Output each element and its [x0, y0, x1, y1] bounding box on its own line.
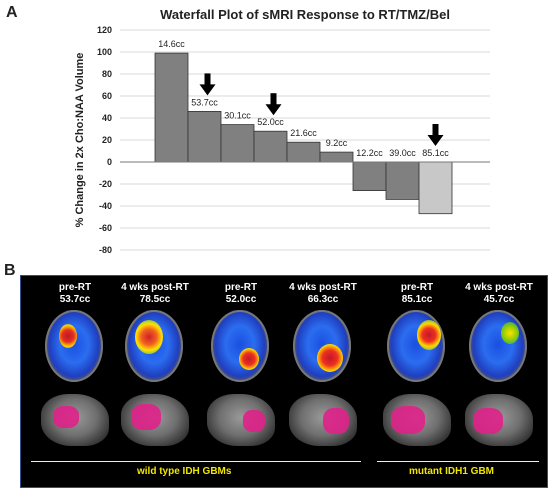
scan-3: pre-RT 52.0cc	[201, 276, 281, 489]
scan-6: 4 wks post-RT 45.7cc	[459, 276, 539, 489]
bar	[286, 141, 321, 163]
scan-2-label: 4 wks post-RT	[121, 282, 189, 293]
y-axis-label: % Change in 2x Cho:NAA Volume	[74, 53, 86, 228]
bar-label: 39.0cc	[389, 148, 416, 158]
sagittal-mri-image	[121, 394, 189, 446]
bar	[385, 161, 420, 200]
bar-label: 85.1cc	[422, 148, 449, 158]
scan-4-label: 4 wks post-RT	[289, 282, 357, 293]
scan-3-volume: 52.0cc	[225, 294, 257, 305]
down-arrow-icon	[199, 73, 216, 96]
sagittal-mri-image	[465, 394, 533, 446]
y-tick-label: 60	[102, 91, 112, 101]
wild-type-divider	[31, 461, 361, 462]
scan-2-volume: 78.5cc	[139, 294, 171, 305]
bar-label: 53.7cc	[191, 97, 218, 107]
sagittal-mri-image	[383, 394, 451, 446]
scan-4: 4 wks post-RT 66.3cc	[283, 276, 363, 489]
axial-mri-image	[45, 310, 103, 382]
scan-2: 4 wks post-RT 78.5cc	[115, 276, 195, 489]
y-tick-label: -80	[99, 245, 112, 255]
scan-4-volume: 66.3cc	[307, 294, 339, 305]
bar	[319, 151, 354, 163]
y-tick-label: 100	[97, 47, 112, 57]
bar-label: 30.1cc	[224, 111, 251, 121]
wild-type-label: wild type IDH GBMs	[137, 466, 232, 477]
bar	[418, 161, 453, 215]
down-arrow-icon	[427, 124, 444, 146]
y-tick-label: -60	[99, 223, 112, 233]
axial-mri-image	[469, 310, 527, 382]
y-tick-label: 40	[102, 113, 112, 123]
bar-label: 52.0cc	[257, 117, 284, 127]
sagittal-mri-image	[289, 394, 357, 446]
sagittal-mri-image	[207, 394, 275, 446]
scan-5-volume: 85.1cc	[401, 294, 433, 305]
bar-label: 21.6cc	[290, 128, 317, 138]
waterfall-chart: Waterfall Plot of sMRI Response to RT/TM…	[74, 7, 490, 255]
scan-3-label: pre-RT	[224, 282, 258, 293]
y-tick-label: 0	[107, 157, 112, 167]
scan-1: pre-RT 53.7cc	[35, 276, 115, 489]
bar-label: 14.6cc	[158, 39, 185, 49]
sagittal-mri-image	[41, 394, 109, 446]
bar	[253, 130, 288, 163]
axial-mri-image	[125, 310, 183, 382]
mutant-divider	[377, 461, 539, 462]
bar	[154, 52, 189, 163]
scan-5: pre-RT 85.1cc	[377, 276, 457, 489]
mri-panel: pre-RT 53.7cc 4 wks post-RT 78.5cc pre-R…	[20, 275, 548, 488]
scan-6-volume: 45.7cc	[483, 294, 515, 305]
y-tick-label: 80	[102, 69, 112, 79]
bar	[352, 161, 387, 192]
bar-label: 9.2cc	[326, 138, 348, 148]
bar-label: 12.2cc	[356, 148, 383, 158]
y-tick-label: 20	[102, 135, 112, 145]
scan-1-label: pre-RT	[58, 282, 92, 293]
chart-title: Waterfall Plot of sMRI Response to RT/TM…	[160, 7, 450, 22]
axial-mri-image	[211, 310, 269, 382]
y-tick-label: 120	[97, 25, 112, 35]
bar	[187, 111, 222, 163]
axial-mri-image	[293, 310, 351, 382]
down-arrow-icon	[265, 93, 282, 116]
axial-mri-image	[387, 310, 445, 382]
y-tick-label: -20	[99, 179, 112, 189]
y-tick-label: -40	[99, 201, 112, 211]
panel-b-label: B	[4, 262, 16, 279]
bar	[220, 124, 255, 163]
mutant-label: mutant IDH1 GBM	[409, 466, 494, 477]
scan-1-volume: 53.7cc	[59, 294, 91, 305]
scan-6-label: 4 wks post-RT	[465, 282, 533, 293]
scan-5-label: pre-RT	[400, 282, 434, 293]
panel-a-label: A	[6, 4, 18, 21]
